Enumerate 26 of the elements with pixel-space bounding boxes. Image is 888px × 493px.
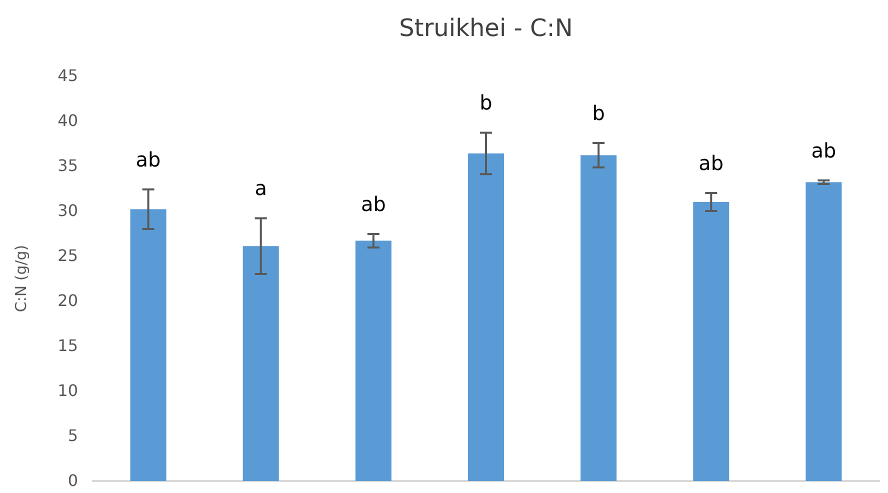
annotation: ab (360, 192, 386, 216)
y-axis-title: C:N (g/g) (12, 244, 30, 312)
bar (693, 202, 730, 481)
annotation: b (480, 90, 492, 115)
annotation: ab (698, 151, 724, 175)
chart-title: Struikhei - C:N (399, 14, 573, 42)
y-tick-label: 35 (58, 156, 78, 176)
annotation: ab (136, 147, 161, 172)
bar (242, 246, 279, 481)
bar (580, 155, 617, 481)
y-tick-label: 30 (58, 201, 78, 220)
y-tick-label: 45 (58, 66, 78, 86)
annotation: b (592, 101, 605, 126)
y-tick-label: 0 (68, 471, 78, 490)
y-tick-label: 40 (58, 111, 78, 130)
y-tick-label: 5 (68, 426, 78, 446)
bar (355, 240, 392, 481)
annotation: a (254, 176, 267, 200)
y-tick-label: 10 (58, 381, 78, 400)
y-tick-label: 25 (58, 246, 78, 266)
bar (130, 209, 166, 481)
bar (806, 182, 842, 481)
annotation: ab (811, 138, 836, 162)
y-tick-label: 20 (58, 291, 78, 310)
y-tick-label: 15 (58, 336, 78, 356)
bar (468, 153, 504, 481)
